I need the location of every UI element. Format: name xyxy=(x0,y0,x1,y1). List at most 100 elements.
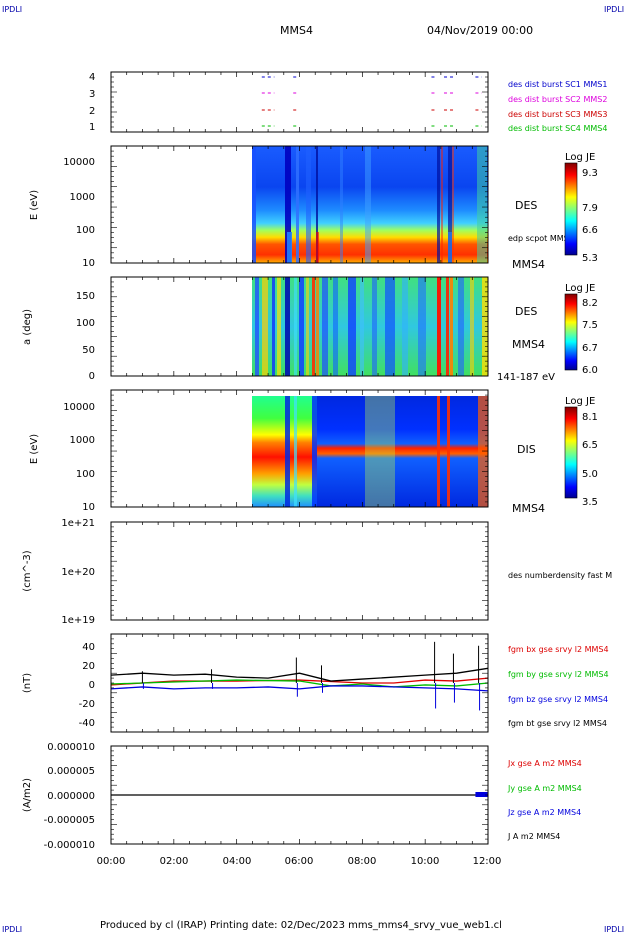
current-legend-j: J A m2 MMS4 xyxy=(507,832,560,841)
header-spacecraft: MMS4 xyxy=(280,24,313,37)
corner-label-tl: IPDLI xyxy=(2,5,22,14)
des-pitch-cbar-tick-1: 7.5 xyxy=(582,320,598,331)
spectrogram-stripe xyxy=(452,146,454,263)
dis-energy-cbar-title: Log JE xyxy=(565,396,595,407)
corner-label-br: IPDLI xyxy=(604,925,624,934)
spectrogram-stripe xyxy=(312,277,315,376)
spectrogram-stripe xyxy=(450,277,453,376)
des-energy-colorbar xyxy=(564,162,578,256)
current-ylabel: (A/m2) xyxy=(22,778,33,812)
dis-energy-cbar-tick-2: 5.0 xyxy=(582,469,598,480)
panel-current: (A/m2) -0.000010 -0.000005 0.000000 0.00… xyxy=(22,742,582,851)
spectrogram-stripe xyxy=(447,396,450,507)
corner-label-tr: IPDLI xyxy=(604,5,624,14)
des-pitch-ytick-100: 100 xyxy=(76,318,95,329)
spectrogram-stripe xyxy=(255,277,259,376)
spectrogram-stripe xyxy=(252,146,256,263)
availability-legend-3: des dist burst SC3 MMS3 xyxy=(508,110,607,119)
current-ytick-5: 0.000005 xyxy=(47,766,95,777)
xtick-0000: 00:00 xyxy=(97,856,126,867)
spectrogram-stripe xyxy=(446,277,449,376)
x-axis: 00:00 02:00 04:00 06:00 08:00 10:00 12:0… xyxy=(97,856,502,867)
current-lines xyxy=(111,792,488,797)
current-legend-jy: Jy gse A m2 MMS4 xyxy=(507,784,582,793)
des-pitch-energy-range: 141-187 eV xyxy=(497,372,555,383)
des-energy-label: DES xyxy=(515,199,537,212)
density-ytick-1e21: 1e+21 xyxy=(61,518,95,529)
dis-energy-ytick-100: 100 xyxy=(76,469,95,480)
dis-energy-stripes xyxy=(285,396,488,507)
spectrogram-stripe xyxy=(365,146,371,263)
bfield-legend-by: fgm by gse srvy l2 MMS4 xyxy=(508,670,609,679)
availability-legend-1: des dist burst SC1 MMS1 xyxy=(508,80,607,89)
bfield-ytick-0: 0 xyxy=(89,680,95,691)
spectrogram-stripe xyxy=(365,396,395,507)
spectrogram-stripe xyxy=(272,277,275,376)
bfield-ytick-40: 40 xyxy=(82,642,95,653)
corner-label-bl: IPDLI xyxy=(2,925,22,934)
spectrogram-stripe xyxy=(437,146,440,263)
des-pitch-ytick-0: 0 xyxy=(89,371,95,382)
des-pitch-cbar-tick-2: 6.7 xyxy=(582,343,598,354)
spectrogram-stripe xyxy=(372,277,377,376)
spectrogram-stripe xyxy=(285,396,290,507)
dis-energy-colorbar xyxy=(564,406,578,499)
dis-energy-ytick-1000: 1000 xyxy=(70,435,95,446)
des-energy-cbar-tick-2: 6.6 xyxy=(582,225,598,236)
availability-legend-4: des dist burst SC4 MMS4 xyxy=(508,124,607,133)
spectrogram-stripe xyxy=(294,396,297,507)
spectrogram-stripe xyxy=(470,277,474,376)
xtick-0400: 04:00 xyxy=(223,856,252,867)
dis-energy-ytick-10000: 10000 xyxy=(63,402,95,413)
des-energy-ylabel: E (eV) xyxy=(29,190,40,220)
spectrogram-stripe xyxy=(385,277,395,376)
panel-availability: 4 3 2 1 des dist burst SC1 MMS1 des dist… xyxy=(89,71,607,133)
bfield-ytick-20: 20 xyxy=(82,661,95,672)
panel-bfield: (nT) -40 -20 0 20 40 fgm bx gse srvy l2 … xyxy=(22,633,609,733)
current-ytick-m5: -0.000005 xyxy=(44,815,95,826)
bfield-frame xyxy=(110,633,489,733)
des-energy-ytick-10: 10 xyxy=(82,258,95,269)
bfield-legend-bz: fgm bz gse srvy l2 MMS4 xyxy=(508,695,608,704)
xtick-1200: 12:00 xyxy=(473,856,502,867)
spectrogram-stripe xyxy=(348,277,356,376)
des-energy-ytick-100: 100 xyxy=(76,225,95,236)
spectrogram-stripe xyxy=(316,232,319,263)
bfield-series-line xyxy=(110,685,489,692)
panel-density: (cm^-3) 1e+19 1e+20 1e+21 des numberdens… xyxy=(22,518,612,626)
spectrogram-stripe xyxy=(441,146,443,263)
bfield-legend-bt: fgm bt gse srvy l2 MMS4 xyxy=(508,719,607,728)
spectrogram-stripe xyxy=(360,277,364,376)
dis-energy-sc-label: MMS4 xyxy=(512,502,545,515)
des-pitch-cbar-tick-3: 6.0 xyxy=(582,365,598,376)
bfield-lines xyxy=(110,641,489,711)
spectrogram-stripe xyxy=(299,277,304,376)
availability-frame xyxy=(110,71,489,133)
spectrogram-stripe xyxy=(285,277,290,376)
des-pitch-cbar-title: Log JE xyxy=(565,283,595,294)
density-legend: des numberdensity fast M xyxy=(508,571,612,580)
xtick-0800: 08:00 xyxy=(348,856,377,867)
des-pitch-ytick-150: 150 xyxy=(76,291,95,302)
spectrogram-stripe xyxy=(262,277,268,376)
des-energy-ytick-1000: 1000 xyxy=(70,192,95,203)
des-pitch-cbar-tick-0: 8.2 xyxy=(582,298,598,309)
spectrogram-stripe xyxy=(437,277,441,376)
spectrogram-stripe xyxy=(418,277,426,376)
spectrogram-stripe xyxy=(477,146,487,263)
des-pitch-ytick-50: 50 xyxy=(82,345,95,356)
spectrogram-stripe xyxy=(316,277,319,376)
spectrogram-stripe xyxy=(322,277,328,376)
dis-energy-cbar-tick-0: 8.1 xyxy=(582,412,598,423)
current-ytick-m10: -0.000010 xyxy=(44,840,95,851)
panel-des-pitch: a (deg) 0 50 100 150 DES MMS4 141-187 eV… xyxy=(22,276,598,383)
spectrogram-stripe xyxy=(340,146,343,263)
spectrogram-stripe xyxy=(306,146,311,263)
spectrogram-stripe xyxy=(478,396,488,507)
des-pitch-ylabel: a (deg) xyxy=(22,309,33,345)
dis-energy-cbar-tick-3: 3.5 xyxy=(582,497,598,508)
current-burst xyxy=(475,792,488,797)
dis-energy-cbar-tick-1: 6.5 xyxy=(582,440,598,451)
des-energy-cbar-tick-0: 9.3 xyxy=(582,168,598,179)
